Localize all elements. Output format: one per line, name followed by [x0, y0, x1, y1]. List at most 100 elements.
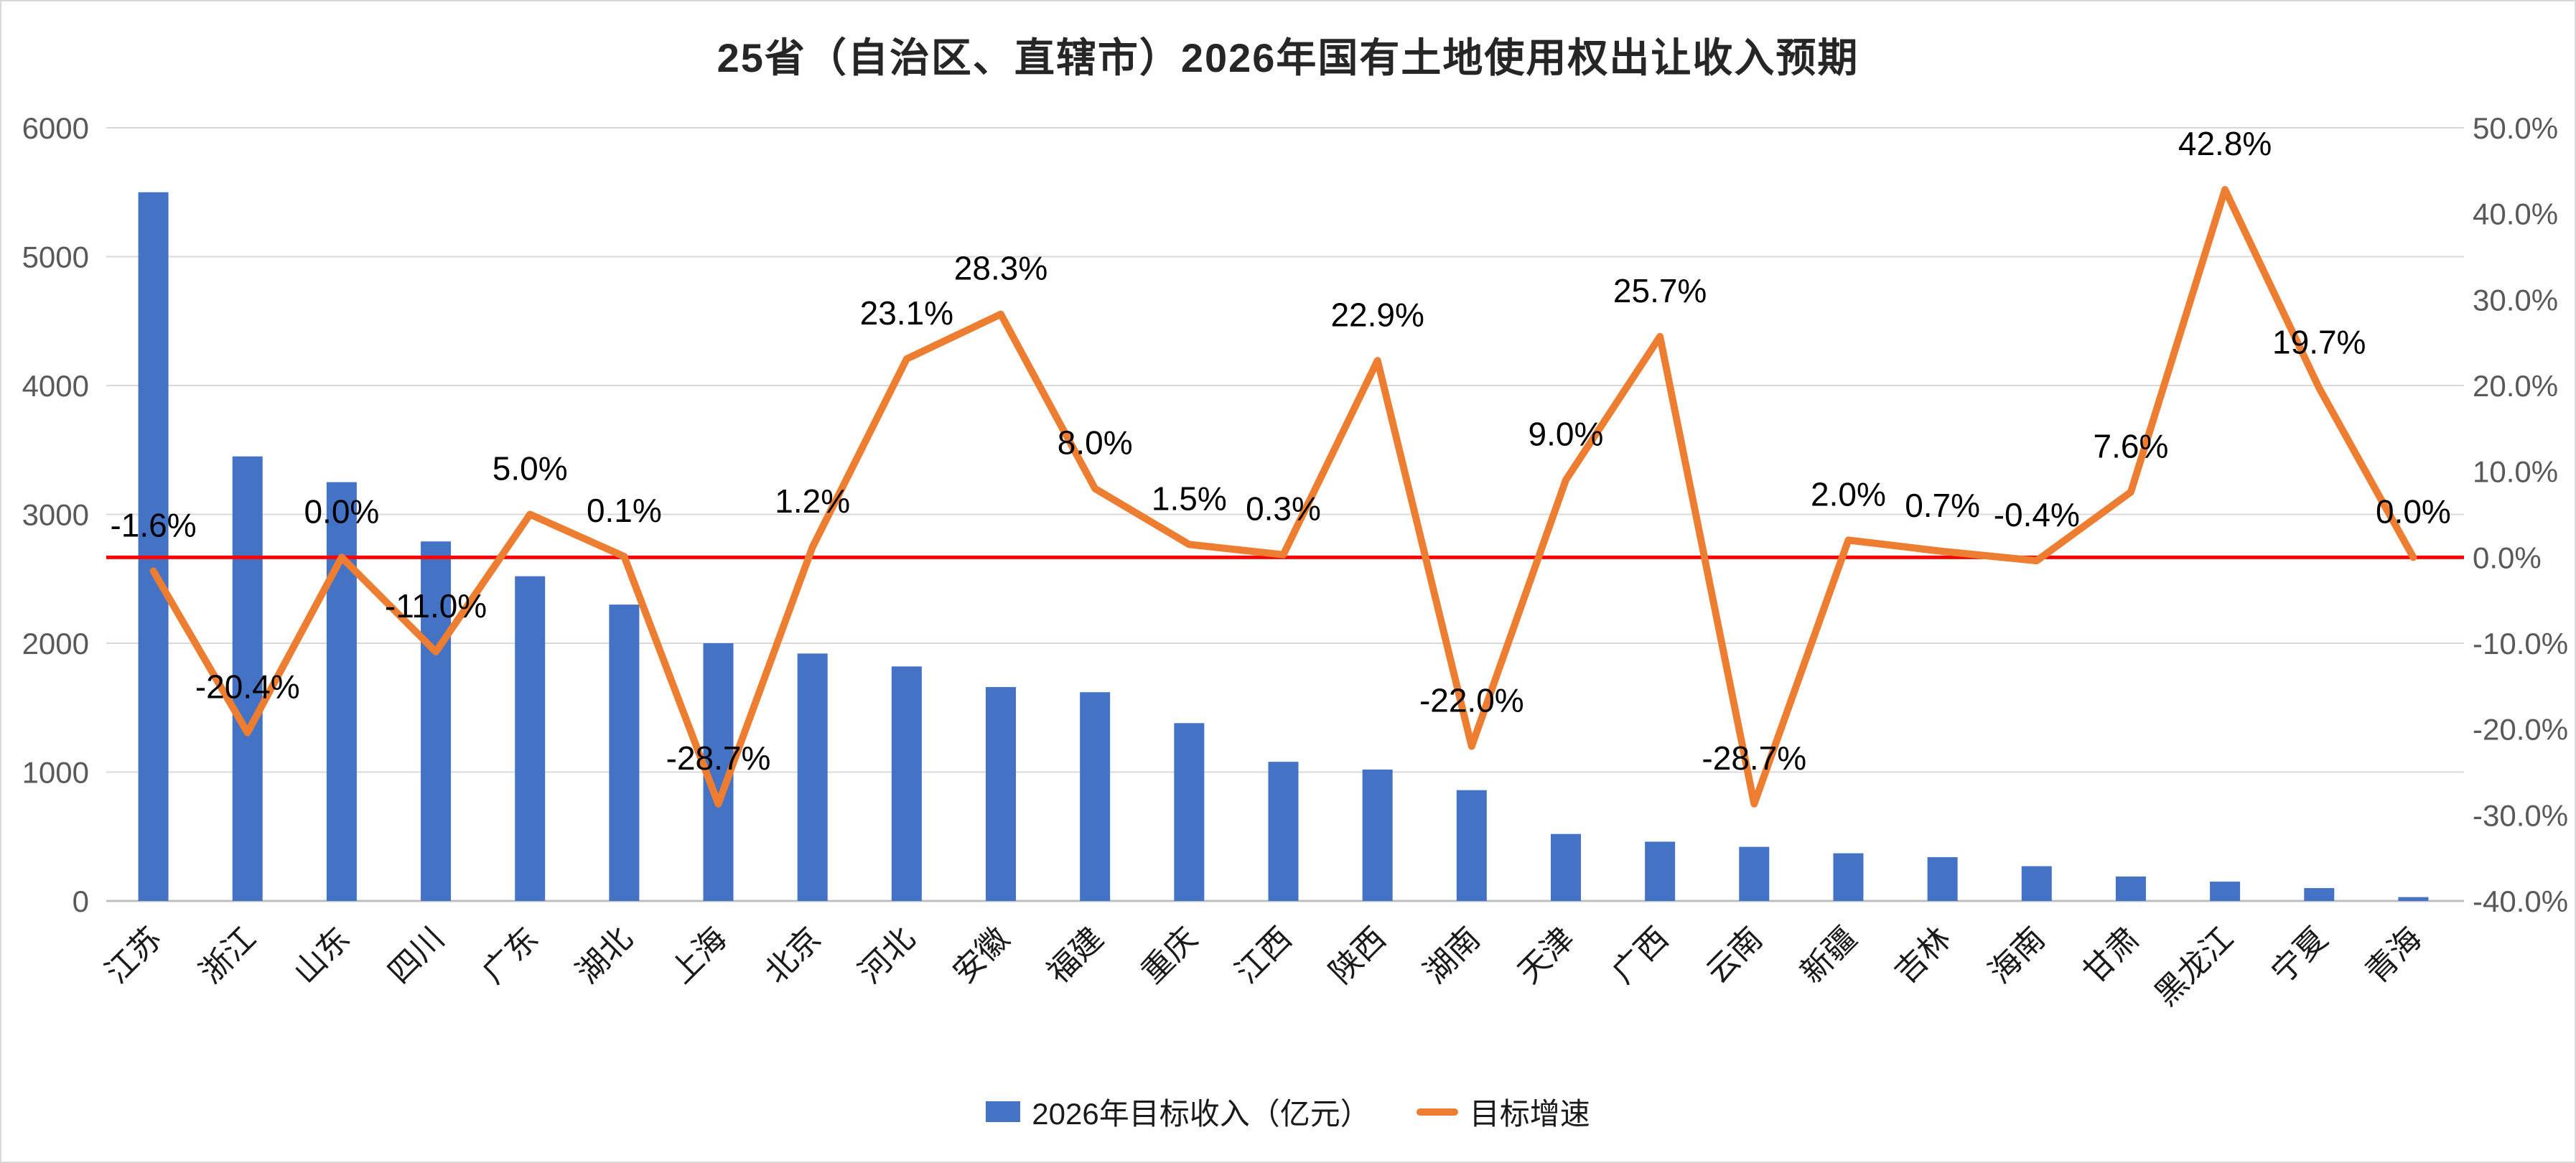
category-label-group: 江西 — [1229, 920, 1299, 990]
chart-title: 25省（自治区、直辖市）2026年国有土地使用权出让收入预期 — [717, 35, 1859, 80]
data-label-河北: 23.1% — [860, 294, 953, 332]
category-label-group: 广西 — [1605, 920, 1675, 990]
data-label-黑龙江: 42.8% — [2178, 125, 2272, 162]
category-label-湖南: 湖南 — [1417, 920, 1487, 990]
legend-item: 目标增速 — [1416, 1090, 1590, 1134]
bar-四川 — [421, 541, 452, 901]
data-label-青海: 0.0% — [2376, 492, 2451, 530]
data-label-新疆: 2.0% — [1811, 475, 1886, 513]
category-label-海南: 海南 — [1982, 920, 2052, 990]
left-axis-tick-label: 6000 — [22, 111, 89, 145]
right-axis-tick-label: 50.0% — [2473, 111, 2558, 145]
category-label-group: 福建 — [1040, 920, 1110, 990]
category-label-浙江: 浙江 — [193, 920, 263, 990]
bar-广东 — [515, 576, 546, 901]
data-label-海南: -0.4% — [1994, 496, 2080, 533]
data-label-广西: 25.7% — [1613, 272, 1707, 309]
bar-陕西 — [1362, 769, 1393, 901]
data-label-江苏: -1.6% — [110, 506, 196, 543]
category-label-group: 甘肃 — [2076, 920, 2146, 990]
bar-吉林 — [1927, 856, 1958, 901]
bar-湖南 — [1456, 790, 1487, 901]
data-label-云南: -28.7% — [1702, 739, 1806, 777]
category-label-青海: 青海 — [2359, 920, 2429, 990]
category-label-group: 黑龙江 — [2148, 920, 2240, 1012]
category-label-上海: 上海 — [664, 920, 734, 990]
category-label-宁夏: 宁夏 — [2264, 920, 2334, 990]
data-label-山东: 0.0% — [304, 492, 379, 530]
bar-新疆 — [1833, 853, 1864, 901]
category-label-河北: 河北 — [852, 920, 922, 990]
category-label-group: 海南 — [1982, 920, 2052, 990]
data-label-湖北: 0.1% — [587, 492, 662, 529]
bar-江苏 — [138, 192, 169, 901]
bar-湖北 — [609, 604, 640, 901]
category-label-group: 重庆 — [1135, 920, 1205, 990]
category-label-福建: 福建 — [1040, 920, 1110, 990]
right-axis-tick-label: -10.0% — [2473, 627, 2568, 660]
data-label-湖南: -22.0% — [1419, 682, 1524, 719]
left-axis-tick-label: 5000 — [22, 240, 89, 274]
right-axis-tick-label: 40.0% — [2473, 197, 2558, 231]
category-label-重庆: 重庆 — [1135, 920, 1205, 990]
category-label-新疆: 新疆 — [1794, 920, 1864, 990]
legend-label: 2026年目标收入（亿元） — [1032, 1097, 1371, 1131]
data-label-陕西: 22.9% — [1330, 296, 1424, 333]
data-label-甘肃: 7.6% — [2094, 427, 2169, 464]
bar-浙江 — [232, 456, 263, 901]
category-label-group: 四川 — [381, 920, 451, 990]
bar-重庆 — [1174, 723, 1205, 901]
left-axis-tick-label: 3000 — [22, 498, 89, 532]
category-label-group: 云南 — [1699, 920, 1769, 990]
category-label-group: 江苏 — [99, 920, 169, 990]
bar-天津 — [1550, 833, 1581, 901]
right-axis-tick-label: 0.0% — [2473, 541, 2542, 574]
data-label-浙江: -20.4% — [195, 668, 300, 705]
category-label-group: 新疆 — [1794, 920, 1864, 990]
data-label-吉林: 0.7% — [1905, 487, 1980, 524]
category-label-天津: 天津 — [1511, 920, 1581, 990]
category-label-group: 山东 — [287, 920, 357, 990]
bar-宁夏 — [2304, 888, 2335, 901]
category-label-group: 青海 — [2359, 920, 2429, 990]
bar-北京 — [797, 653, 828, 901]
category-label-group: 吉林 — [1888, 920, 1958, 990]
bar-广西 — [1645, 841, 1676, 901]
category-label-group: 北京 — [758, 920, 828, 990]
legend-bar-swatch-icon — [986, 1101, 1021, 1122]
data-label-四川: -11.0% — [385, 587, 487, 625]
category-label-北京: 北京 — [758, 920, 828, 990]
right-axis-tick-label: 30.0% — [2473, 283, 2558, 317]
bar-安徽 — [986, 687, 1017, 901]
category-label-group: 湖北 — [570, 920, 640, 990]
data-label-福建: 8.0% — [1058, 424, 1133, 462]
data-label-广东: 5.0% — [493, 450, 568, 487]
bar-河北 — [891, 666, 922, 901]
data-label-江西: 0.3% — [1246, 490, 1321, 528]
data-label-安徽: 28.3% — [954, 250, 1047, 287]
legend: 2026年目标收入（亿元） 目标增速 — [1, 1090, 2575, 1134]
category-label-group: 上海 — [664, 920, 734, 990]
category-label-group: 陕西 — [1323, 920, 1393, 990]
category-label-安徽: 安徽 — [946, 920, 1016, 990]
category-label-group: 安徽 — [946, 920, 1016, 990]
left-axis-tick-label: 2000 — [22, 627, 89, 660]
category-label-group: 浙江 — [193, 920, 263, 990]
category-label-江西: 江西 — [1229, 920, 1299, 990]
category-label-山东: 山东 — [287, 920, 357, 990]
category-label-group: 宁夏 — [2264, 920, 2334, 990]
data-label-天津: 9.0% — [1529, 416, 1604, 453]
legend-label: 目标增速 — [1469, 1097, 1590, 1131]
right-axis-tick-label: -30.0% — [2473, 798, 2568, 832]
category-label-吉林: 吉林 — [1888, 920, 1958, 990]
category-label-江苏: 江苏 — [99, 920, 169, 990]
data-label-北京: 1.2% — [775, 482, 850, 520]
category-label-group: 广东 — [475, 920, 545, 990]
category-label-甘肃: 甘肃 — [2076, 920, 2146, 990]
right-axis-tick-label: 20.0% — [2473, 369, 2558, 403]
bar-江西 — [1268, 762, 1299, 901]
legend-line-swatch-icon — [1416, 1108, 1458, 1116]
category-label-四川: 四川 — [381, 920, 451, 990]
bar-黑龙江 — [2210, 882, 2241, 901]
bar-甘肃 — [2115, 876, 2146, 901]
